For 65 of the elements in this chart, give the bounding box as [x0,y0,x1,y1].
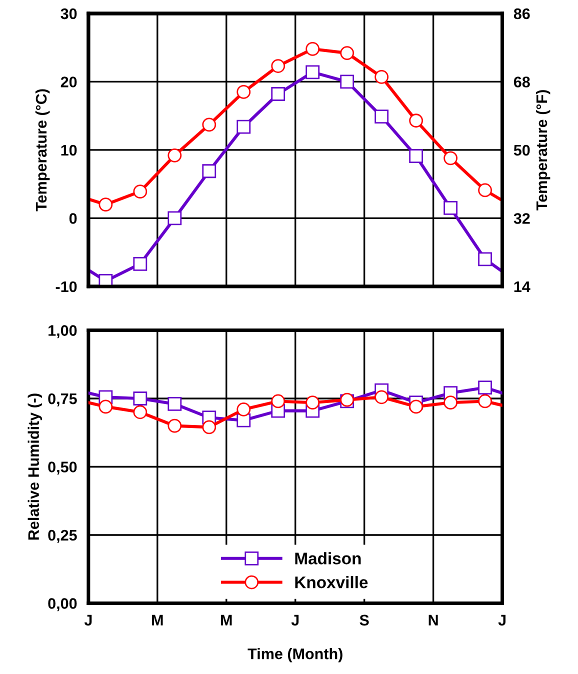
point [444,151,458,166]
point [168,418,182,433]
y-tick-label: 0,25 [48,530,77,543]
point [98,400,113,414]
y2-axis-title: Temperature (°F) [536,90,550,210]
x-tick-label: J [498,614,506,626]
point [236,120,251,134]
point [168,397,182,411]
point [133,405,148,420]
x-tick-label: N [428,614,438,626]
point [133,184,148,199]
point [374,70,389,84]
point [306,396,320,410]
legend-label: Knoxville [295,576,368,588]
point [271,394,286,408]
point [202,118,216,132]
point [133,256,148,271]
point [444,396,458,410]
y-tick-label: 0 [69,213,77,224]
point [478,252,492,266]
point [133,392,148,406]
x-tick-label: M [152,614,163,626]
point [202,420,216,434]
point [409,149,424,164]
y2-tick-label: 14 [514,281,530,292]
point [444,201,458,215]
point [409,400,424,414]
point [306,65,320,80]
y-tick-label: 30 [60,8,77,20]
point [409,114,424,128]
y-axis-title: Relative Humidity (-) [28,394,42,540]
point [374,390,389,404]
y2-tick-label: 68 [514,76,530,88]
point [271,59,286,73]
point [236,85,251,99]
y-tick-label: 1,00 [48,325,77,338]
y2-tick-label: 32 [514,213,530,224]
point [374,110,389,124]
point [168,148,182,162]
y-tick-label: 10 [61,144,77,156]
point [306,42,320,56]
point [340,74,354,89]
x-tick-label: M [221,614,232,626]
point [236,402,251,416]
x-tick-label: J [291,614,299,626]
point [478,394,492,408]
y2-tick-label: 86 [514,8,530,20]
x-tick-label: S [360,614,369,626]
y-tick-label: 0,50 [48,462,77,475]
y-tick-label: -10 [56,281,77,292]
point [271,87,286,101]
point [98,198,113,212]
x-tick-label: J [84,614,92,626]
y-tick-label: 20 [60,76,77,88]
y-tick-label: 0,75 [48,393,77,406]
point [340,46,354,60]
point [202,164,216,178]
point [168,211,182,226]
y-axis-title: Temperature (°C) [35,89,50,212]
legend-label: Madison [295,552,361,564]
y2-tick-label: 50 [514,144,530,156]
x-axis-title: Time (Month) [248,648,342,662]
point [478,183,492,198]
y-tick-label: 0,00 [48,598,77,612]
point [478,380,492,395]
